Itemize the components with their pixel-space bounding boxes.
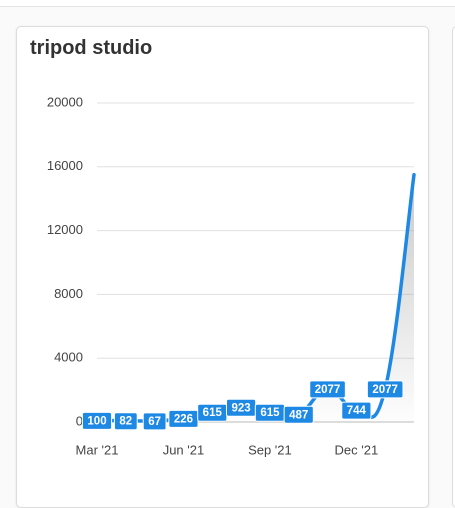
data-label-group: 226 (168, 409, 199, 428)
data-label-box (309, 380, 346, 399)
x-tick-label: Sep '21 (248, 442, 292, 457)
y-tick-label: 12000 (47, 222, 83, 237)
y-tick-label: 4000 (54, 350, 83, 365)
y-tick-label: 0 (76, 413, 83, 428)
data-label-group: 487 (283, 405, 314, 424)
data-label-group: 923 (225, 398, 257, 417)
data-label-group: 744 (341, 401, 372, 420)
data-label: 67 (148, 416, 161, 428)
chart: 0 4000 8000 12000 16000 20000 Mar '21 Jun '21 Se… (47, 94, 416, 457)
data-label-box (366, 380, 404, 399)
data-label-group: 2077 (309, 380, 346, 399)
y-tick-label: 20000 (47, 94, 83, 109)
y-tick-label: 16000 (47, 158, 83, 173)
data-label: 2077 (372, 384, 398, 396)
data-label-box (113, 412, 138, 431)
data-label: 100 (87, 415, 106, 427)
data-label-group: 82 (113, 412, 138, 431)
y-tick-label: 8000 (54, 286, 83, 301)
data-label-group: 67 (142, 412, 167, 431)
chart-title: tripod studio (30, 37, 153, 59)
data-label: 487 (289, 409, 308, 421)
data-label: 226 (174, 413, 193, 425)
data-label: 615 (260, 407, 280, 419)
data-label: 923 (231, 402, 250, 414)
data-label-group: 2077 (366, 380, 404, 399)
line (95, 173, 416, 423)
data-label: 82 (119, 416, 132, 428)
data-label: 615 (203, 407, 223, 419)
data-label: 744 (347, 405, 367, 417)
x-tick-label: Jun '21 (163, 442, 205, 457)
data-label-box (283, 405, 314, 424)
data-label: 2077 (315, 384, 341, 396)
data-label-group: 615 (197, 403, 228, 422)
data-label-box (81, 411, 113, 430)
x-tick-label: Dec '21 (335, 442, 379, 457)
data-label-box (142, 412, 167, 431)
data-label-box (341, 401, 372, 420)
top-card (0, 0, 455, 7)
x-tick-label: Mar '21 (76, 442, 119, 457)
data-label-group: 615 (254, 403, 286, 422)
data-label-group: 100 (81, 411, 113, 430)
card: tripod studio (16, 26, 429, 508)
area (97, 174, 414, 422)
